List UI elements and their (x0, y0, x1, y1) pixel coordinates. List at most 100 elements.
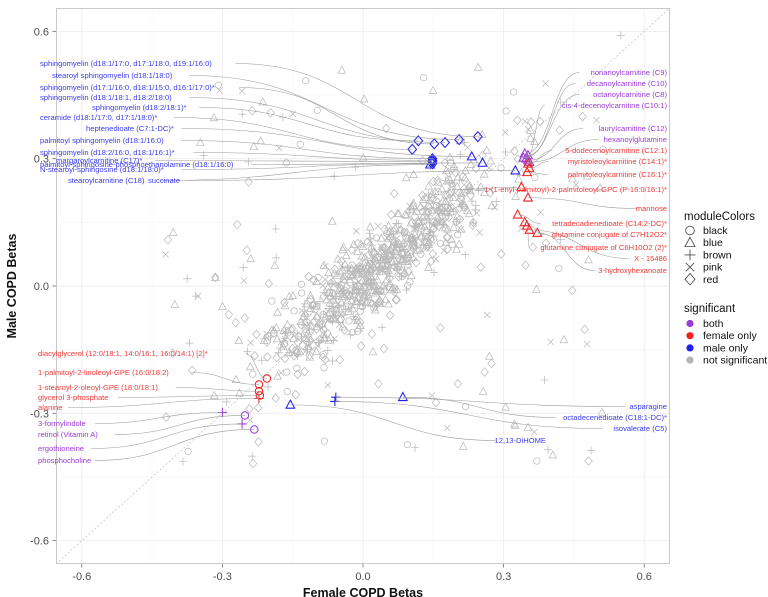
x-tick-label: 0.6 (637, 571, 652, 583)
point-label: phosphocholine (38, 456, 91, 465)
legend-item-pink[interactable]: pink (703, 262, 723, 274)
leader-line (117, 395, 260, 398)
leader-line (181, 163, 433, 170)
point-label: palmitoyl-sphingosine-phosphoethanolamin… (40, 160, 234, 169)
point-label: retinol (Vitamin A) (38, 430, 98, 439)
leader-line (91, 423, 243, 449)
leader-line (527, 171, 549, 175)
legend-item-male-only[interactable]: male only (703, 342, 749, 354)
leader-line (181, 128, 472, 157)
data-points (161, 31, 625, 469)
leader-line (239, 87, 435, 145)
point-label: octadecenedioate (C18:1-DC)* (563, 413, 667, 422)
y-tick-label: 0.6 (34, 26, 49, 38)
y-axis-ticks: 0.6 0.3 0.0 -0.3 -0.6 (30, 26, 56, 548)
point-label: glutamine conjugate of C6H10O2 (2)* (540, 243, 667, 252)
leader-line (527, 150, 553, 165)
leader-line (517, 214, 541, 224)
point-label: tetradecadienedioate (C14:2-DC)* (552, 219, 667, 228)
point-label: sphingomyelin (d18:1/17:0, d17:1/18:0, d… (40, 59, 212, 68)
leader-line (290, 404, 497, 441)
leader-line (537, 232, 595, 271)
leader-line (193, 152, 433, 161)
leader-line (334, 401, 603, 429)
legend-item-not-significant[interactable]: not significant (703, 355, 767, 367)
point-labels: sphingomyelin (d18:1/17:0, d17:1/18:0, d… (38, 59, 667, 465)
leader-line (529, 139, 599, 163)
leader-line (402, 396, 557, 418)
leader-line (155, 160, 433, 162)
point-label: nonanoylcarnitine (C9) (591, 68, 668, 77)
point-label: palmitoyl sphingomyelin (d18:1/16:0) (40, 136, 164, 145)
y-tick-label: 0.0 (34, 281, 49, 293)
point-label: 5-dodecenoylcarnitine (C12:1) (565, 146, 667, 155)
legend-title-significant: significant (684, 303, 736, 315)
point-label: 1-(1-enyl-palmitoyl)-2-palmitoleoyl-GPC … (484, 185, 667, 194)
gridlines (56, 8, 670, 564)
leader-line (250, 162, 483, 165)
point-label: mannose (636, 204, 667, 213)
label-leader-lines (67, 63, 638, 461)
legend-item-black[interactable]: black (703, 225, 728, 237)
leader-line (67, 398, 259, 408)
point-label: heptenedioate (C7:1-DC)* (86, 124, 174, 133)
point-label: decanoylcarnitine (C10) (587, 79, 668, 88)
point-label: sphingomyelin (d18:2/18:1)* (92, 103, 187, 112)
point-label: N-stearoyl-sphingosine (d18:1/18:0)* (40, 165, 164, 174)
point-label: cis-4-decenoylcarnitine (C10:1) (562, 101, 668, 110)
leader-line (185, 170, 516, 181)
legend-swatch-male-only (686, 344, 694, 352)
legend-item-red[interactable]: red (703, 274, 718, 286)
leader-line (523, 94, 580, 159)
leader-line (524, 72, 580, 154)
point-label: palmitoleoylcarnitine (C16:1)* (568, 170, 667, 179)
leader-line (114, 415, 245, 435)
x-tick-label: 0.3 (496, 571, 511, 583)
leader-line (175, 387, 259, 392)
leader-line (527, 128, 584, 161)
leader-line (524, 222, 545, 235)
leader-line (235, 63, 478, 137)
point-label: sphingomyelin (d18:1/18:1, d18:2/18:0) (40, 93, 172, 102)
point-label: 1-palmitoyl-2-linoleoyl-GPE (16:0/18:2) (38, 368, 169, 377)
leader-line (525, 105, 545, 159)
legend-item-female-only[interactable]: female only (703, 330, 757, 342)
leader-line (94, 429, 255, 461)
leader-line (527, 197, 638, 209)
point-label: lauryIcarnitine (C12) (599, 124, 668, 133)
legend-item-blue[interactable]: blue (703, 237, 723, 249)
legend-item-brown[interactable]: brown (703, 249, 732, 261)
point-label: glutamine conjugate of C7H12O2* (552, 230, 667, 239)
point-label: diacylglycerol (12:0/18:1, 14:0/16:1, 16… (38, 349, 208, 358)
point-label: 1-stearoyl-2-oleoyl-GPE (18:0/18:1) (38, 383, 158, 392)
y-tick-label: -0.3 (30, 408, 49, 420)
point-label: margaroylcarnitine (C17)* (56, 156, 143, 165)
x-axis-title: Female COPD Betas (303, 586, 423, 597)
point-label: asparagine (629, 402, 667, 411)
leader-line (191, 372, 259, 385)
leader-line (527, 83, 576, 156)
plot-panel (55, 7, 671, 565)
leader-line (159, 164, 431, 181)
point-label: ergothioneine (38, 444, 84, 453)
legend-item-both[interactable]: both (703, 318, 724, 330)
leader-line (335, 396, 626, 407)
leader-line (173, 117, 413, 150)
point-label: stearoyl sphingomyelin (d18:1/18:0) (52, 71, 173, 80)
leader-line (198, 107, 419, 142)
leader-line (189, 75, 460, 140)
y-axis-title: Male COPD Betas (5, 234, 19, 339)
legend-swatch-not-significant (686, 356, 694, 364)
point-label: sphingomyelin (d18:2/16:0, d18:1/16:1)* (40, 148, 175, 157)
x-tick-label: -0.6 (72, 571, 91, 583)
panel-border (56, 8, 670, 564)
point-label: 12,13-DiHOME (495, 436, 546, 445)
y-tick-label: 0.3 (34, 154, 49, 166)
leader-line (526, 225, 530, 248)
point-label: hexanoylglutamine (604, 135, 667, 144)
legend-title-modulecolors: moduleColors (684, 211, 755, 223)
point-label: sphingomyelin (d17:1/16:0, d18:1/15:0, d… (40, 83, 215, 92)
